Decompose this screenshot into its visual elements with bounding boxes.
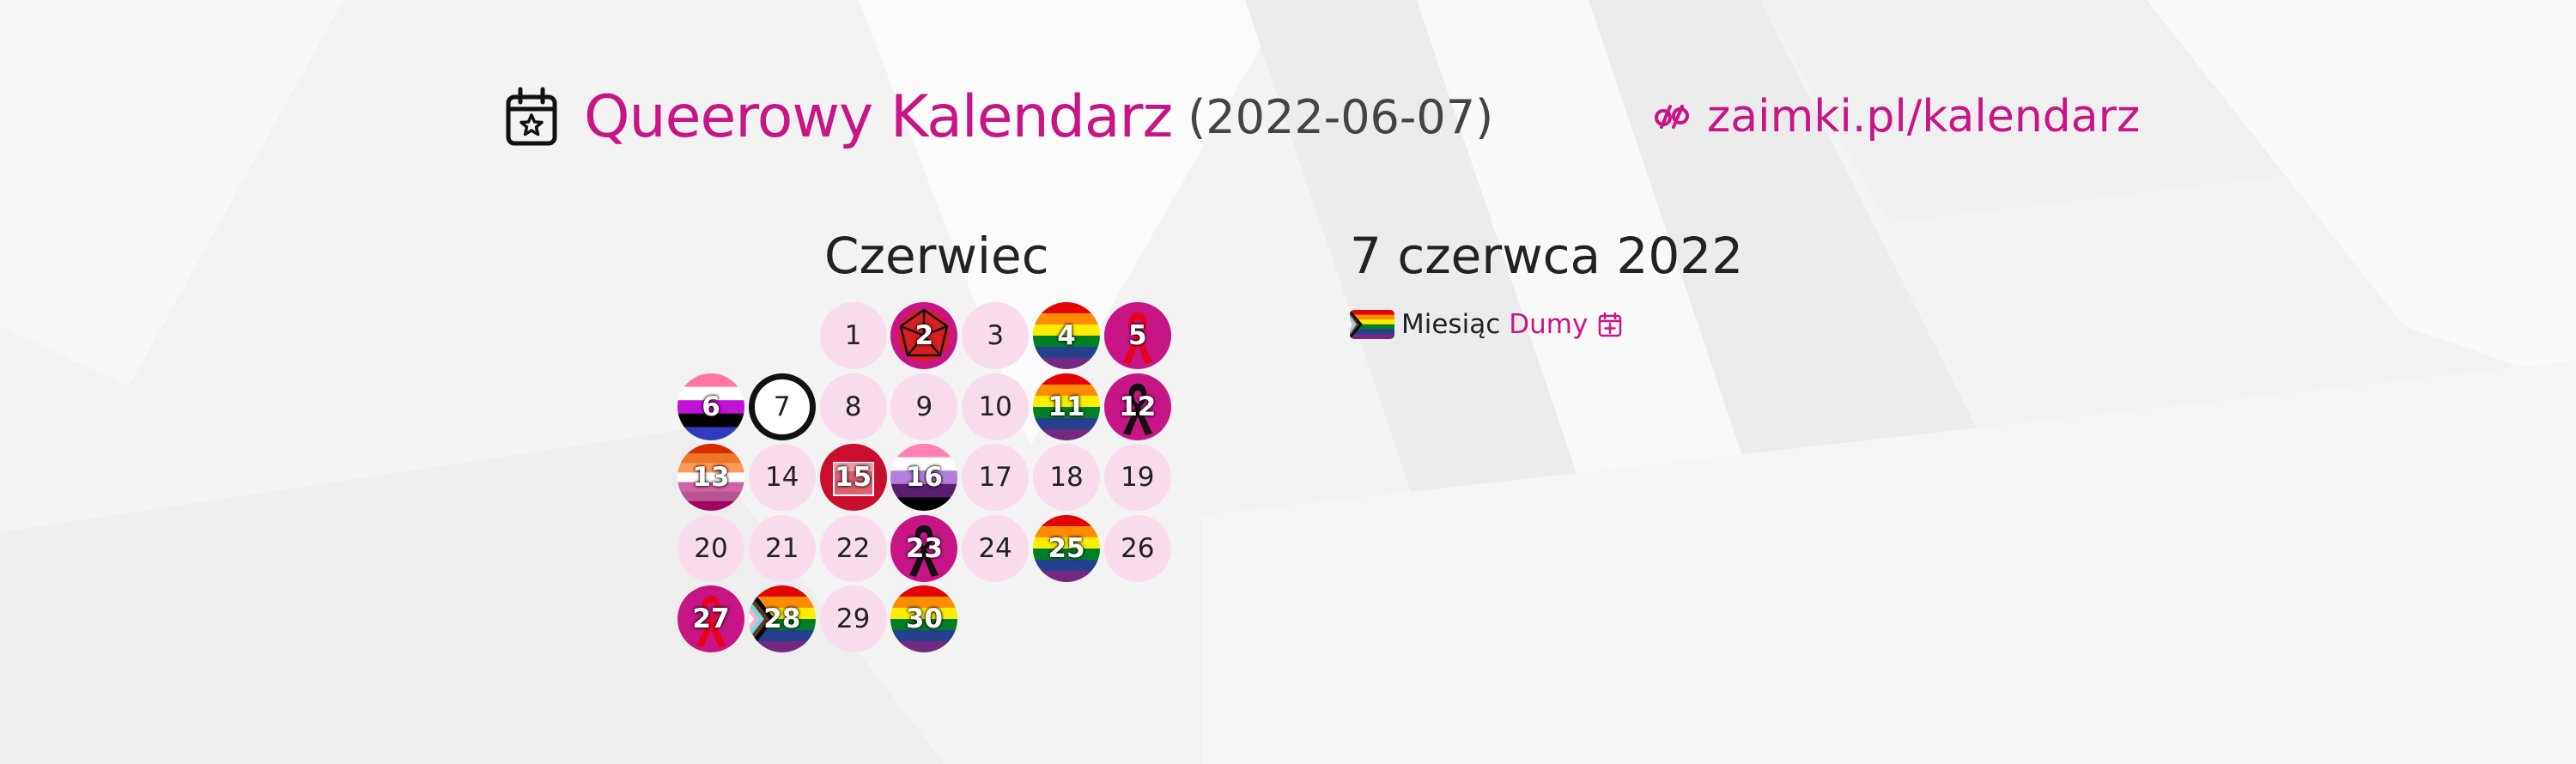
day-number: 17 — [978, 462, 1012, 493]
day-number: 24 — [978, 532, 1012, 564]
calendar-day-4[interactable]: 4 — [1033, 302, 1100, 369]
current-date: (2022-06-07) — [1188, 89, 1494, 144]
month-title: Czerwiec — [824, 227, 1049, 285]
genderqueer-flag-icon — [890, 444, 958, 511]
day-number: 5 — [1128, 320, 1147, 351]
calendar-day-27[interactable]: 27 — [677, 585, 744, 652]
calendar-day-21[interactable]: 21 — [748, 514, 816, 582]
calendar-day-15[interactable]: 15 — [819, 444, 887, 511]
day-number: 28 — [763, 603, 801, 634]
day-number: 23 — [905, 532, 943, 564]
calendar-day-29[interactable]: 29 — [819, 585, 887, 652]
day-number: 15 — [835, 462, 872, 493]
day-number: 30 — [905, 603, 943, 634]
calendar-day-14[interactable]: 14 — [748, 444, 816, 511]
day-number: 11 — [1048, 391, 1085, 422]
calendar-day-12[interactable]: 12 — [1103, 373, 1171, 440]
day-number: 2 — [914, 320, 934, 351]
page-title: Queerowy Kalendarz — [584, 82, 1173, 151]
calendar-day-24[interactable]: 24 — [962, 514, 1030, 582]
calendar-day-18[interactable]: 18 — [1033, 444, 1100, 511]
day-number: 22 — [835, 532, 871, 564]
umbrella-flag-icon — [890, 302, 958, 369]
day-number: 4 — [1057, 320, 1076, 351]
day-number: 3 — [987, 320, 1005, 351]
calendar-day-17[interactable]: 17 — [962, 444, 1030, 511]
genderfluid-flag-icon — [677, 373, 744, 440]
calendar-day-9[interactable]: 9 — [890, 373, 958, 440]
black-ribbon-flag-icon — [1103, 373, 1171, 440]
day-number: 27 — [692, 603, 730, 634]
day-number: 8 — [844, 391, 862, 422]
day-number: 19 — [1121, 462, 1155, 493]
calendar-plus-icon[interactable] — [1598, 312, 1622, 337]
day-number: 18 — [1049, 462, 1084, 493]
progress-flag-icon — [748, 585, 816, 652]
progress-pride-flag-icon — [1350, 310, 1394, 339]
day-number: 20 — [694, 532, 728, 564]
calendar-star-icon — [506, 87, 557, 146]
day-number: 12 — [1119, 391, 1157, 422]
rainbow-flag-icon — [1033, 514, 1100, 582]
rainbow-flag-icon — [890, 585, 958, 652]
black-ribbon-flag-icon — [890, 514, 958, 582]
day-number: 14 — [765, 462, 799, 493]
event-item: Miesiąc Dumy — [1350, 305, 1622, 344]
event-label: Miesiąc — [1401, 309, 1501, 340]
calendar-day-28[interactable]: 28 — [748, 585, 816, 652]
pronouns-logo-icon — [1655, 105, 1689, 129]
site-link-group[interactable]: zaimki.pl/kalendarz — [1652, 86, 2140, 148]
event-link[interactable]: Dumy — [1509, 309, 1589, 340]
calendar-day-20[interactable]: 20 — [677, 514, 744, 582]
red-rect-flag-icon — [819, 444, 887, 511]
day-number: 9 — [915, 391, 933, 422]
day-number: 1 — [844, 320, 862, 351]
calendar-day-11[interactable]: 11 — [1033, 373, 1100, 440]
calendar-day-25[interactable]: 25 — [1033, 514, 1100, 582]
calendar-day-19[interactable]: 19 — [1103, 444, 1171, 511]
calendar-day-30[interactable]: 30 — [890, 585, 958, 652]
day-number: 13 — [692, 462, 730, 493]
day-number: 26 — [1121, 532, 1155, 564]
day-number: 6 — [702, 391, 720, 422]
header: Queerowy Kalendarz (2022-06-07) — [505, 82, 1493, 151]
calendar-day-13[interactable]: 13 — [677, 444, 744, 511]
rainbow-flag-icon — [1033, 373, 1100, 440]
rainbow-flag-icon — [1033, 302, 1100, 369]
calendar-day-16[interactable]: 16 — [890, 444, 958, 511]
calendar-day-1[interactable]: 1 — [819, 302, 887, 369]
site-link[interactable]: zaimki.pl/kalendarz — [1707, 91, 2141, 142]
calendar-day-2[interactable]: 2 — [890, 302, 958, 369]
red-ribbon-flag-icon — [677, 585, 744, 652]
calendar-day-26[interactable]: 26 — [1103, 514, 1171, 582]
calendar-day-23[interactable]: 23 — [890, 514, 958, 582]
day-number: 29 — [835, 603, 871, 634]
day-number: 21 — [765, 532, 799, 564]
selected-date-title: 7 czerwca 2022 — [1350, 227, 1744, 285]
day-number: 25 — [1048, 532, 1085, 564]
calendar-day-7[interactable]: 7 — [748, 373, 816, 440]
calendar-day-3[interactable]: 3 — [962, 302, 1030, 369]
calendar-day-22[interactable]: 22 — [819, 514, 887, 582]
calendar-day-10[interactable]: 10 — [962, 373, 1030, 440]
day-number: 10 — [978, 391, 1012, 422]
lesbian-flag-icon — [677, 444, 744, 511]
calendar-day-8[interactable]: 8 — [819, 373, 887, 440]
day-number: 7 — [773, 391, 791, 422]
red-ribbon-flag-icon — [1103, 302, 1171, 369]
day-number: 16 — [905, 462, 943, 493]
calendar-day-5[interactable]: 5 — [1103, 302, 1171, 369]
calendar-day-6[interactable]: 6 — [677, 373, 744, 440]
